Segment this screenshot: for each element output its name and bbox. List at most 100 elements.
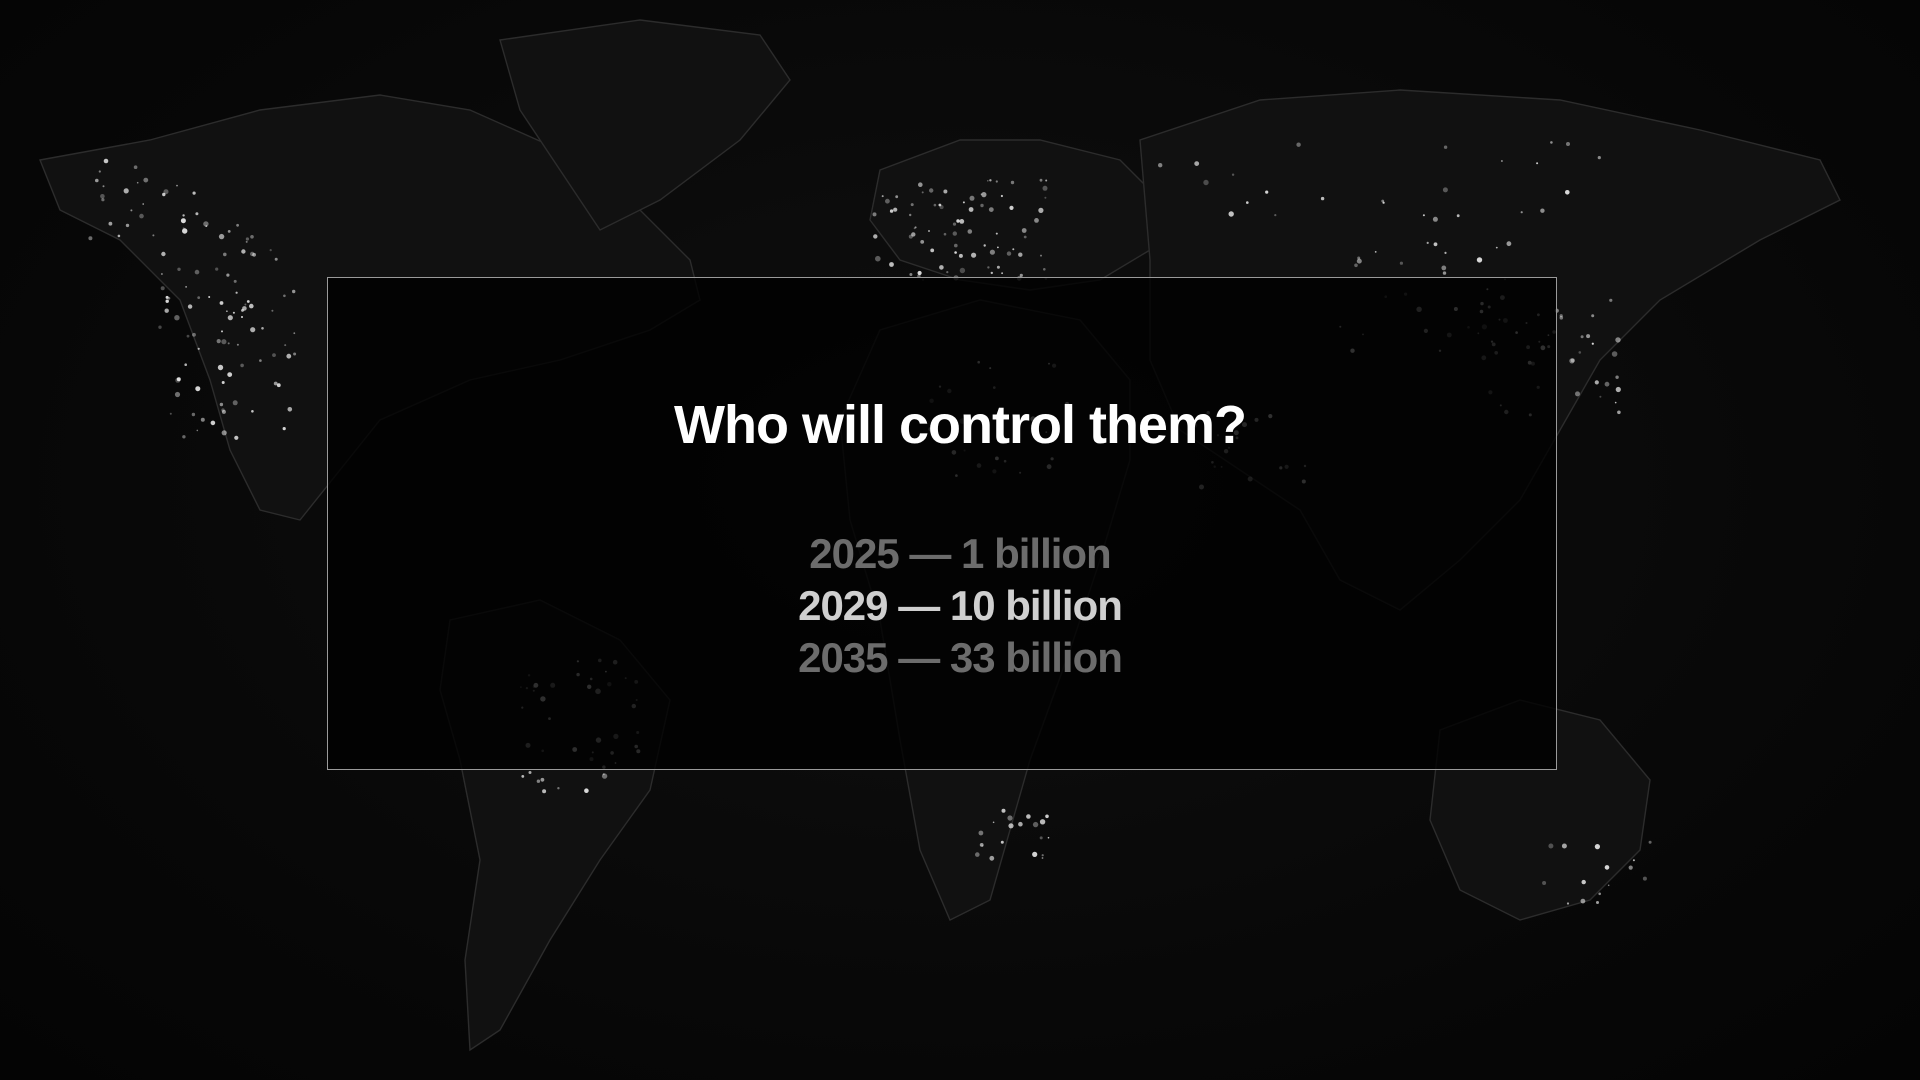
city-light [895, 195, 899, 199]
city-light [1604, 865, 1610, 870]
city-light [909, 273, 913, 276]
city-light [1542, 881, 1547, 885]
city-light [191, 412, 196, 417]
city-light [996, 265, 1000, 269]
city-light [123, 188, 129, 194]
city-light [125, 223, 130, 228]
city-light [1001, 808, 1006, 813]
city-light [989, 179, 992, 182]
city-light [918, 182, 923, 187]
city-light [1575, 391, 1580, 397]
city-light [221, 381, 225, 384]
city-light [161, 251, 166, 257]
city-light [210, 420, 216, 426]
city-light [920, 240, 925, 244]
city-light [160, 273, 163, 275]
city-light [227, 230, 231, 233]
city-light [1203, 179, 1209, 186]
city-light [1628, 865, 1633, 870]
city-light [975, 852, 980, 857]
projection-separator: — [909, 530, 951, 577]
city-light [221, 330, 223, 333]
city-light [1596, 901, 1599, 904]
city-light [234, 435, 239, 440]
city-light [1614, 401, 1617, 404]
city-light [259, 359, 262, 362]
city-light [1296, 142, 1301, 147]
city-light [182, 227, 185, 230]
city-light [893, 207, 898, 212]
city-light [182, 435, 186, 439]
projection-value: 1 billion [961, 530, 1112, 577]
city-light [223, 252, 227, 257]
city-light [881, 195, 884, 198]
city-light [1320, 196, 1325, 201]
projection-year: 2029 [798, 582, 888, 629]
city-light [187, 304, 193, 309]
city-light [241, 316, 243, 318]
city-light [1034, 218, 1039, 223]
city-light [995, 232, 998, 235]
city-light [1356, 258, 1362, 264]
city-light [272, 353, 276, 357]
city-light [1632, 859, 1635, 862]
city-light [1648, 840, 1652, 844]
city-light [528, 771, 532, 774]
city-light [962, 201, 965, 204]
city-light [176, 184, 178, 187]
city-light [246, 300, 250, 303]
city-light [540, 777, 545, 782]
projection-year: 2035 [798, 634, 888, 681]
city-light [1617, 410, 1621, 415]
city-light [197, 347, 200, 350]
city-light [1399, 261, 1403, 265]
city-light [282, 427, 286, 431]
projection-row: 2029 — 10 billion [0, 580, 1920, 632]
city-light [1580, 335, 1584, 339]
city-light [284, 344, 287, 347]
city-light [990, 271, 993, 275]
city-light [100, 194, 105, 199]
city-light [160, 286, 165, 291]
city-light [1586, 334, 1591, 339]
city-light [1023, 235, 1027, 239]
city-light [943, 232, 947, 236]
city-light [1422, 214, 1425, 217]
city-light [921, 191, 924, 194]
city-light [1548, 843, 1554, 849]
city-light [971, 252, 977, 258]
city-light [245, 240, 248, 243]
city-light [103, 158, 109, 164]
city-light [914, 226, 917, 229]
city-light [227, 372, 233, 377]
city-light [1009, 205, 1014, 210]
city-light [1018, 821, 1023, 827]
city-light [95, 178, 99, 183]
city-light [158, 325, 162, 329]
city-light [967, 229, 973, 234]
city-light [236, 223, 240, 227]
city-light [1008, 823, 1014, 829]
greenland-shape [499, 19, 791, 231]
city-light [233, 279, 237, 283]
city-light [1599, 395, 1602, 398]
city-light [954, 243, 958, 248]
city-light [995, 180, 998, 183]
city-light [1594, 844, 1600, 850]
city-light [221, 409, 226, 414]
city-light [952, 231, 957, 236]
city-light [1032, 821, 1039, 828]
city-light [152, 234, 155, 237]
city-light [192, 332, 196, 337]
city-light [1444, 251, 1447, 254]
city-light [930, 248, 935, 253]
city-light [196, 429, 199, 432]
city-light [1006, 251, 1012, 256]
city-light [1039, 178, 1043, 182]
city-light [221, 408, 225, 412]
city-light [245, 237, 249, 241]
city-light [1265, 190, 1269, 194]
city-light [102, 185, 105, 188]
city-light [1566, 142, 1570, 146]
city-light [997, 246, 999, 249]
